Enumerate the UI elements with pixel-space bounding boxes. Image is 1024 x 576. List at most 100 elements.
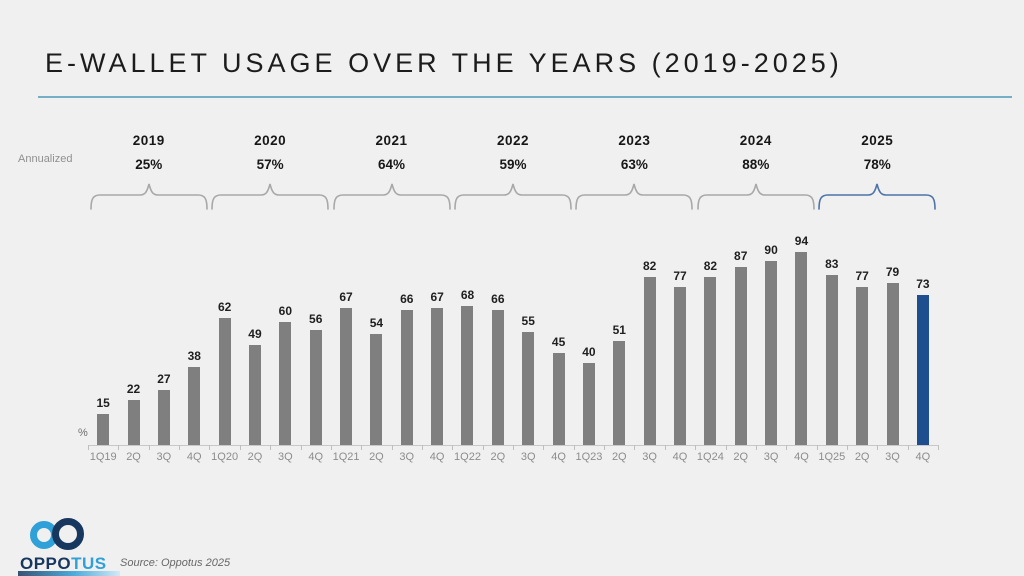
year-label: 2021 bbox=[375, 133, 408, 148]
bar-column: 55 bbox=[513, 230, 543, 445]
logo-ring-dark-icon bbox=[52, 518, 84, 550]
x-axis-label: 3Q bbox=[520, 451, 536, 463]
bar-value-label: 49 bbox=[248, 326, 262, 341]
axis-tick bbox=[786, 445, 788, 450]
brace-icon bbox=[332, 183, 451, 210]
bar-value-label: 73 bbox=[916, 277, 930, 292]
annual-percent-value: 63% bbox=[620, 157, 648, 172]
bar-column: 94 bbox=[786, 230, 816, 445]
axis-tick bbox=[755, 445, 757, 450]
title-divider bbox=[38, 96, 1012, 98]
axis-tick bbox=[148, 445, 150, 450]
bar bbox=[188, 367, 201, 445]
axis-tick bbox=[907, 445, 909, 450]
bar-chart: 15 22 27 38 62 49 60 56 67 54 66 67 68 66 55 45 40 51 82 77… bbox=[88, 230, 938, 445]
bar-column: 79 bbox=[877, 230, 907, 445]
bar bbox=[340, 307, 353, 445]
bar bbox=[825, 274, 838, 445]
bar-column: 56 bbox=[301, 230, 331, 445]
bar-value-label: 94 bbox=[794, 234, 809, 249]
axis-tick bbox=[664, 445, 666, 450]
bar-column: 51 bbox=[604, 230, 634, 445]
x-axis-label: 2Q bbox=[247, 451, 263, 463]
bar bbox=[856, 287, 869, 445]
annual-percent-value: 88% bbox=[742, 157, 770, 172]
axis-tick bbox=[604, 445, 606, 450]
bar bbox=[522, 332, 535, 445]
axis-tick bbox=[877, 445, 879, 450]
annual-percent-value: 25% bbox=[135, 157, 163, 172]
brace-icon bbox=[818, 183, 937, 210]
brace-icon bbox=[697, 183, 815, 210]
bar-value-label: 77 bbox=[673, 269, 687, 284]
axis-tick bbox=[846, 445, 848, 450]
x-axis-label: 4Q bbox=[672, 451, 688, 463]
bar-column: 82 bbox=[634, 230, 664, 445]
brace-icon bbox=[211, 183, 329, 210]
bar-value-label: 87 bbox=[734, 248, 748, 263]
x-axis-label: 4Q bbox=[551, 451, 566, 463]
axis-tick bbox=[634, 445, 636, 450]
bar-value-label: 68 bbox=[460, 287, 475, 302]
axis-tick bbox=[725, 445, 727, 450]
logo-gradient-stripe bbox=[18, 571, 120, 576]
year-brace bbox=[695, 182, 816, 212]
bar-column: 73 bbox=[908, 230, 938, 445]
bar-value-label: 67 bbox=[430, 289, 444, 304]
bar bbox=[886, 283, 899, 445]
axis-tick bbox=[513, 445, 514, 450]
bar-value-label: 60 bbox=[278, 304, 293, 318]
axis-tick bbox=[816, 445, 818, 450]
year-brace bbox=[452, 182, 573, 212]
y-axis-unit-label: % bbox=[78, 427, 88, 439]
bar bbox=[248, 344, 261, 445]
x-axis-label: 1Q21 bbox=[332, 451, 360, 463]
bar-value-label: 90 bbox=[764, 242, 778, 257]
bar-value-label: 66 bbox=[400, 291, 414, 306]
bar-column: 68 bbox=[452, 230, 482, 445]
axis-tick bbox=[391, 445, 393, 450]
axis-tick bbox=[118, 445, 120, 450]
bar-column: 38 bbox=[179, 230, 209, 445]
bar-value-label: 67 bbox=[339, 289, 353, 304]
annual-percent-row: 25% 57% 64% 59% 63% 88% 78% bbox=[88, 157, 938, 172]
bar-column: 77 bbox=[665, 230, 695, 445]
x-axis-label: 4Q bbox=[915, 451, 931, 463]
bar-value-label: 82 bbox=[642, 258, 657, 273]
bar-value-label: 79 bbox=[885, 265, 900, 280]
bar-value-label: 15 bbox=[96, 396, 110, 411]
x-axis-ticks bbox=[88, 445, 939, 450]
bar bbox=[674, 287, 686, 445]
x-axis-label: 3Q bbox=[885, 451, 900, 463]
annual-percent-value: 59% bbox=[499, 157, 527, 172]
bar-column: 54 bbox=[361, 230, 391, 445]
x-axis-label: 4Q bbox=[186, 451, 202, 463]
x-axis-label: 1Q25 bbox=[818, 451, 846, 463]
bar bbox=[795, 252, 808, 445]
axis-tick bbox=[543, 445, 545, 450]
x-axis-label: 1Q23 bbox=[575, 451, 603, 463]
bar bbox=[582, 363, 595, 445]
annual-percent-value: 64% bbox=[378, 157, 406, 172]
bar-column: 90 bbox=[756, 230, 786, 445]
axis-tick bbox=[421, 445, 423, 450]
year-brace bbox=[331, 182, 452, 212]
bar-value-label: 66 bbox=[491, 291, 505, 306]
bar-value-label: 45 bbox=[551, 334, 566, 349]
year-brace bbox=[88, 182, 209, 212]
bar-column: 66 bbox=[392, 230, 422, 445]
x-axis-label: 2Q bbox=[369, 451, 384, 463]
bar-column: 60 bbox=[270, 230, 300, 445]
bar bbox=[400, 309, 413, 445]
bar-column: 22 bbox=[118, 230, 148, 445]
axis-tick bbox=[209, 445, 211, 450]
bar-value-label: 40 bbox=[582, 345, 596, 359]
annual-percent-value: 57% bbox=[256, 157, 284, 172]
bar-value-label: 22 bbox=[126, 381, 141, 396]
bar bbox=[552, 352, 565, 445]
x-axis-label: 1Q20 bbox=[211, 451, 239, 463]
x-axis-label: 3Q bbox=[277, 451, 293, 463]
bar-column: 27 bbox=[149, 230, 179, 445]
axis-tick bbox=[270, 445, 272, 450]
